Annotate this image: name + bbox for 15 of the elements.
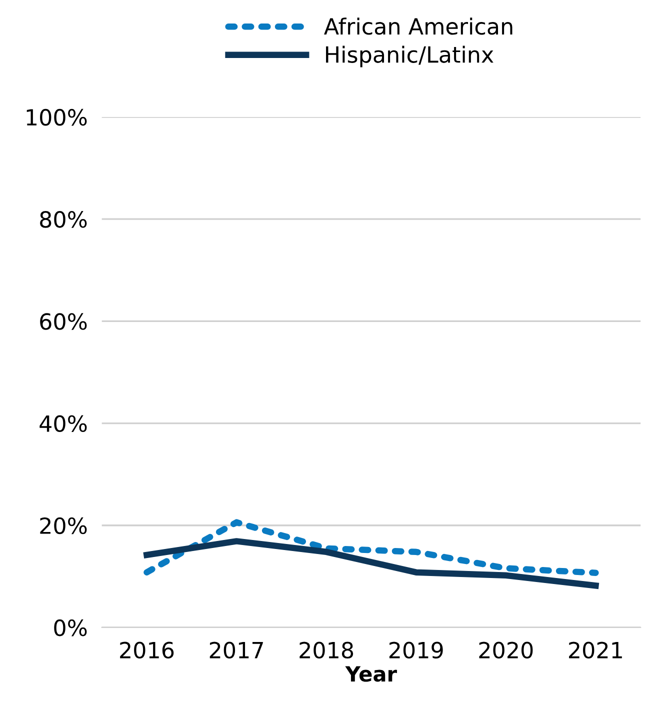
y-tick-label: 0%: [54, 619, 87, 636]
x-axis-title: Year: [345, 666, 397, 682]
x-tick-label: 2018: [300, 642, 354, 659]
x-tick-label: 2017: [210, 642, 263, 659]
x-tick-label: 2016: [120, 642, 174, 659]
x-tick-label: 2019: [389, 642, 443, 659]
y-tick-label: 20%: [40, 517, 87, 534]
y-tick-label: 100%: [26, 108, 87, 126]
x-tick-label: 2020: [479, 642, 533, 659]
legend-label: African American: [324, 18, 512, 35]
legend-label: Hispanic/Latinx: [326, 46, 494, 68]
y-tick-label: 40%: [40, 415, 87, 432]
x-tick-label: 2021: [569, 642, 622, 659]
y-tick-label: 60%: [40, 313, 87, 330]
y-tick-label: 80%: [40, 211, 87, 228]
